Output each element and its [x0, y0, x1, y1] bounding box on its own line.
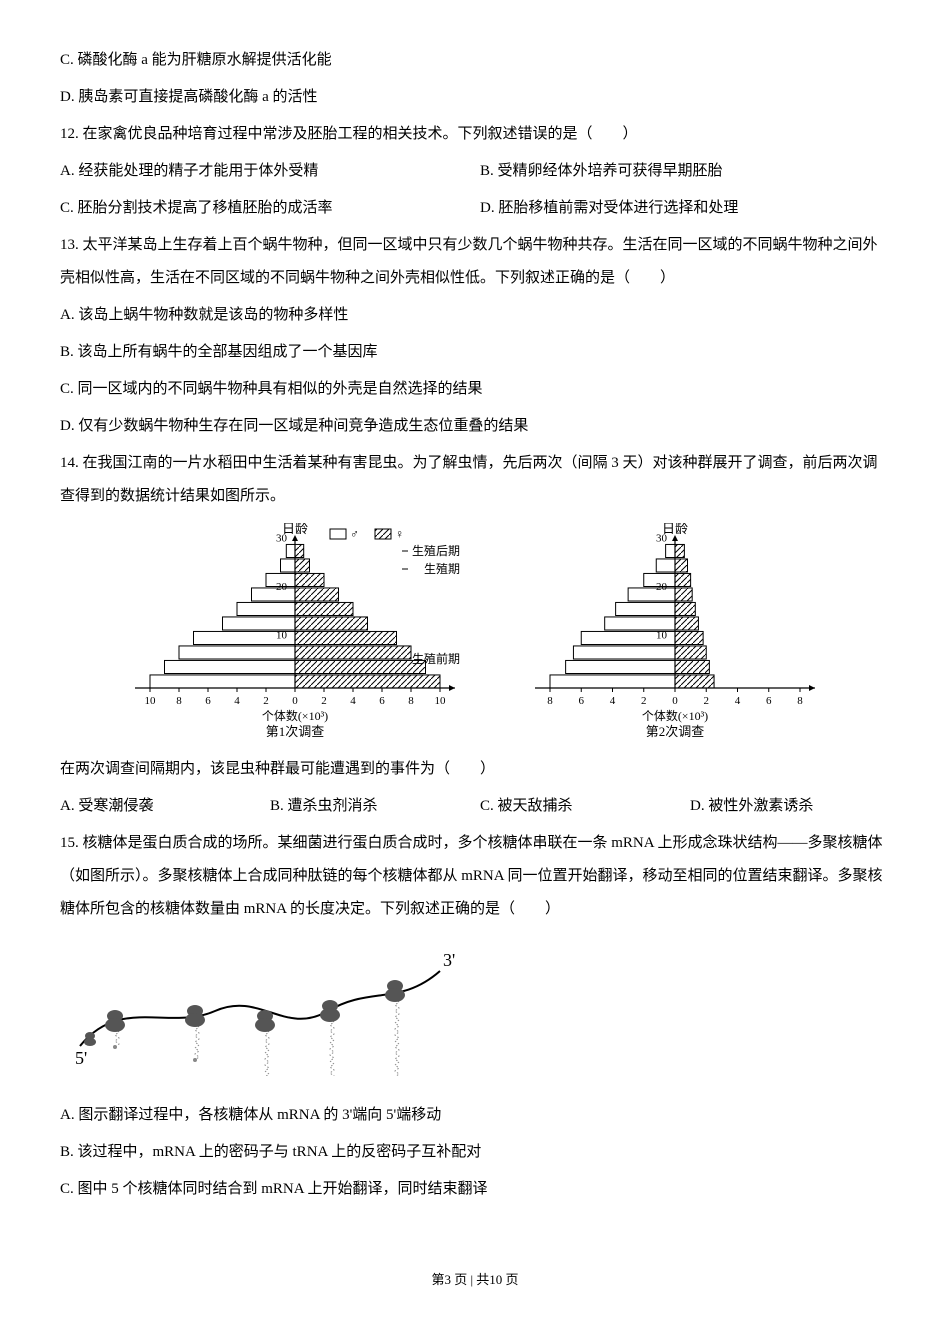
q13-opt-d: D. 仅有少数蜗牛物种生存在同一区域是种间竞争造成生态位重叠的结果 — [60, 410, 890, 443]
svg-text:20: 20 — [276, 581, 288, 593]
svg-text:4: 4 — [234, 695, 240, 707]
svg-text:生殖前期: 生殖前期 — [412, 651, 460, 666]
svg-text:2: 2 — [263, 695, 269, 707]
svg-text:10: 10 — [656, 629, 668, 641]
svg-text:8: 8 — [547, 695, 553, 707]
svg-text:4: 4 — [350, 695, 356, 707]
q13-opt-a: A. 该岛上蜗牛物种数就是该岛的物种多样性 — [60, 299, 890, 332]
svg-text:4: 4 — [610, 695, 616, 707]
q14-chart1: 102030日龄1086420246810个体数(×10³)第1次调查♂♀生殖后… — [125, 523, 465, 743]
svg-text:8: 8 — [408, 695, 414, 707]
q14-opt-c: C. 被天敌捕杀 — [480, 790, 680, 823]
svg-text:第1次调查: 第1次调查 — [266, 724, 325, 739]
svg-text:日龄: 日龄 — [662, 523, 688, 536]
svg-text:2: 2 — [321, 695, 327, 707]
svg-text:生殖后期: 生殖后期 — [412, 543, 460, 558]
svg-text:个体数(×10³): 个体数(×10³) — [262, 708, 328, 723]
q15-polysome: 5' 3' — [60, 936, 460, 1076]
q14-charts: 102030日龄1086420246810个体数(×10³)第1次调查♂♀生殖后… — [60, 523, 890, 743]
svg-text:生殖期: 生殖期 — [424, 561, 460, 576]
q15-opt-b: B. 该过程中，mRNA 上的密码子与 tRNA 上的反密码子互补配对 — [60, 1136, 890, 1169]
svg-text:2: 2 — [704, 695, 710, 707]
q15-opt-a: A. 图示翻译过程中，各核糖体从 mRNA 的 3'端向 5'端移动 — [60, 1099, 890, 1132]
q14-stem: 14. 在我国江南的一片水稻田中生活着某种有害昆虫。为了解虫情，先后两次（间隔 … — [60, 447, 890, 513]
q14-opt-d: D. 被性外激素诱杀 — [690, 790, 890, 823]
svg-text:6: 6 — [766, 695, 772, 707]
svg-text:5': 5' — [75, 1048, 87, 1068]
svg-text:10: 10 — [276, 629, 288, 641]
svg-text:♀: ♀ — [395, 527, 404, 541]
q14-after: 在两次调查间隔期内，该昆虫种群最可能遭遇到的事件为（ ） — [60, 753, 890, 786]
q14-opt-a: A. 受寒潮侵袭 — [60, 790, 260, 823]
svg-text:4: 4 — [735, 695, 741, 707]
q11-opt-c: C. 磷酸化酶 a 能为肝糖原水解提供活化能 — [60, 44, 890, 77]
svg-text:♂: ♂ — [350, 527, 359, 541]
q12-opt-d: D. 胚胎移植前需对受体进行选择和处理 — [480, 192, 890, 225]
svg-text:2: 2 — [641, 695, 647, 707]
svg-text:3': 3' — [443, 950, 455, 970]
q12-row1: A. 经获能处理的精子才能用于体外受精 B. 受精卵经体外培养可获得早期胚胎 — [60, 155, 890, 188]
q12-opt-b: B. 受精卵经体外培养可获得早期胚胎 — [480, 155, 890, 188]
q15-figure: 5' 3' — [60, 936, 890, 1089]
q12-row2: C. 胚胎分割技术提高了移植胚胎的成活率 D. 胚胎移植前需对受体进行选择和处理 — [60, 192, 890, 225]
q13-opt-c: C. 同一区域内的不同蜗牛物种具有相似的外壳是自然选择的结果 — [60, 373, 890, 406]
svg-text:6: 6 — [579, 695, 585, 707]
q12-opt-a: A. 经获能处理的精子才能用于体外受精 — [60, 155, 470, 188]
q11-opt-d: D. 胰岛素可直接提高磷酸化酶 a 的活性 — [60, 81, 890, 114]
svg-text:6: 6 — [205, 695, 211, 707]
q12-opt-c: C. 胚胎分割技术提高了移植胚胎的成活率 — [60, 192, 470, 225]
svg-text:6: 6 — [379, 695, 385, 707]
svg-text:0: 0 — [292, 695, 298, 707]
svg-text:20: 20 — [656, 581, 668, 593]
q15-stem: 15. 核糖体是蛋白质合成的场所。某细菌进行蛋白质合成时，多个核糖体串联在一条 … — [60, 827, 890, 926]
svg-text:10: 10 — [145, 695, 157, 707]
q14-options: A. 受寒潮侵袭 B. 遭杀虫剂消杀 C. 被天敌捕杀 D. 被性外激素诱杀 — [60, 790, 890, 823]
svg-text:日龄: 日龄 — [282, 523, 308, 536]
svg-text:0: 0 — [672, 695, 678, 707]
q14-chart2: 102030日龄864202468个体数(×10³)第2次调查 — [525, 523, 825, 743]
q13-stem: 13. 太平洋某岛上生存着上百个蜗牛物种，但同一区域中只有少数几个蜗牛物种共存。… — [60, 229, 890, 295]
q12-stem: 12. 在家禽优良品种培育过程中常涉及胚胎工程的相关技术。下列叙述错误的是（ ） — [60, 118, 890, 151]
svg-text:第2次调查: 第2次调查 — [646, 724, 705, 739]
q13-opt-b: B. 该岛上所有蜗牛的全部基因组成了一个基因库 — [60, 336, 890, 369]
page-footer: 第3 页 | 共10 页 — [60, 1266, 890, 1295]
svg-text:8: 8 — [176, 695, 182, 707]
q14-opt-b: B. 遭杀虫剂消杀 — [270, 790, 470, 823]
svg-text:个体数(×10³): 个体数(×10³) — [642, 708, 708, 723]
q15-opt-c: C. 图中 5 个核糖体同时结合到 mRNA 上开始翻译，同时结束翻译 — [60, 1173, 890, 1206]
svg-text:8: 8 — [797, 695, 803, 707]
svg-text:10: 10 — [435, 695, 447, 707]
